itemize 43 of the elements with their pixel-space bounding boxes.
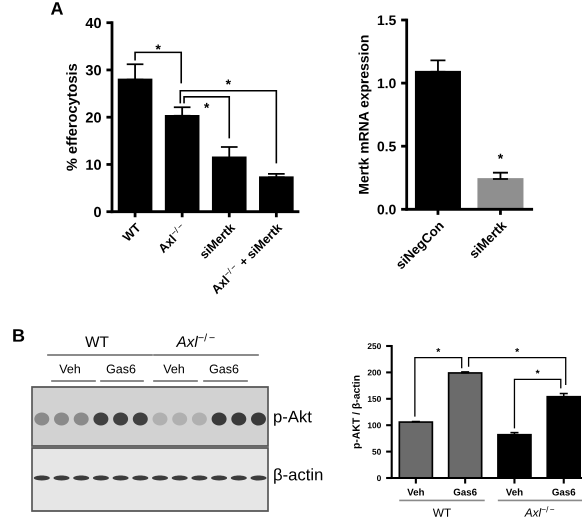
- annotation: *: [436, 348, 440, 352]
- text: Veh: [163, 364, 184, 374]
- y-tick-label: 0.5: [378, 142, 396, 152]
- y-tick-label: 30: [86, 65, 101, 76]
- annotation: *: [204, 102, 210, 108]
- y-tick-label: 0.0: [378, 204, 396, 214]
- text: β-actin: [274, 468, 322, 484]
- y-axis-title: % efferocytosis: [66, 64, 80, 171]
- x-tick-label: Gas6: [552, 488, 576, 496]
- text: WT: [85, 336, 109, 347]
- text: p-Akt: [274, 410, 312, 426]
- text: Axl$^{−/−}$: [176, 334, 215, 347]
- text: A: [50, 2, 64, 15]
- text: B: [13, 329, 24, 342]
- text: Gas6: [106, 364, 136, 374]
- y-tick-label: 0: [94, 206, 101, 218]
- text: Gas6: [210, 364, 238, 374]
- annotation: *: [515, 348, 520, 352]
- y-tick-label: 20: [86, 112, 101, 123]
- text: Veh: [59, 364, 80, 374]
- annotation: *: [536, 370, 540, 374]
- y-tick-label: 40: [86, 18, 101, 28]
- y-axis-title: Mertk mRNA expression: [358, 35, 372, 194]
- annotation: *: [498, 154, 504, 159]
- y-tick-label: 10: [86, 160, 101, 170]
- text: Axl$^{−/−}$: [524, 506, 554, 517]
- x-tick-label: WT: [122, 222, 142, 242]
- annotation: *: [226, 79, 231, 85]
- x-tick-label: Axl$^{−/−}$: [156, 222, 187, 254]
- x-tick-label: Gas6: [454, 488, 477, 496]
- text: WT: [432, 508, 451, 517]
- y-tick-label: 200: [368, 370, 381, 376]
- x-tick-label: Veh: [506, 488, 522, 496]
- y-tick-label: 50: [372, 448, 381, 455]
- y-tick-label: 150: [368, 396, 381, 402]
- annotation: *: [155, 44, 161, 50]
- y-tick-label: 250: [368, 343, 381, 350]
- y-axis-title: p-AKT / β-actin: [352, 376, 362, 448]
- y-tick-label: 1.0: [378, 78, 396, 88]
- x-tick-label: Veh: [407, 488, 424, 496]
- y-tick-label: 0: [376, 475, 381, 482]
- y-tick-label: 1.5: [378, 15, 396, 26]
- y-tick-label: 100: [368, 422, 381, 428]
